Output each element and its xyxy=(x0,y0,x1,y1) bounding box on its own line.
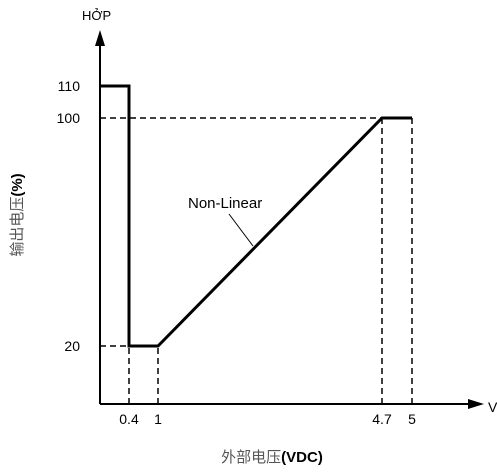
x-ticks: 0.4 1 4.7 5 xyxy=(119,411,416,427)
y-axis-end-label: HỞP xyxy=(82,8,111,23)
y-axis-label: 输出电压(%) xyxy=(8,173,26,256)
x-tick-label-5: 5 xyxy=(408,411,416,427)
x-axis-end-label: V xyxy=(488,399,497,415)
y-tick-label-20: 20 xyxy=(64,338,80,354)
x-axis-label: 外部电压(VDC) xyxy=(221,448,323,466)
annotation-group: Non-Linear xyxy=(188,195,262,247)
x-axis-arrow xyxy=(468,399,484,409)
x-tick-label-1: 1 xyxy=(154,411,162,427)
series-group xyxy=(100,84,412,348)
x-axis-label-unit: (VDC) xyxy=(281,449,323,466)
series-line-0 xyxy=(100,84,412,348)
y-axis-label-main: 输出电压 xyxy=(8,197,26,257)
y-axis-arrow xyxy=(95,30,105,46)
x-tick-label-0.4: 0.4 xyxy=(119,411,139,427)
axes xyxy=(95,30,484,409)
x-tick-label-4.7: 4.7 xyxy=(372,411,392,427)
guide-lines xyxy=(100,117,413,404)
y-tick-label-100: 100 xyxy=(57,110,81,126)
x-axis-label-main: 外部电压 xyxy=(221,448,281,466)
y-ticks: 20 100 110 xyxy=(57,78,81,354)
annotation-leader xyxy=(228,213,254,247)
annotation-label: Non-Linear xyxy=(188,195,262,212)
y-tick-label-110: 110 xyxy=(58,78,81,94)
y-axis-label-unit: (%) xyxy=(9,173,26,196)
